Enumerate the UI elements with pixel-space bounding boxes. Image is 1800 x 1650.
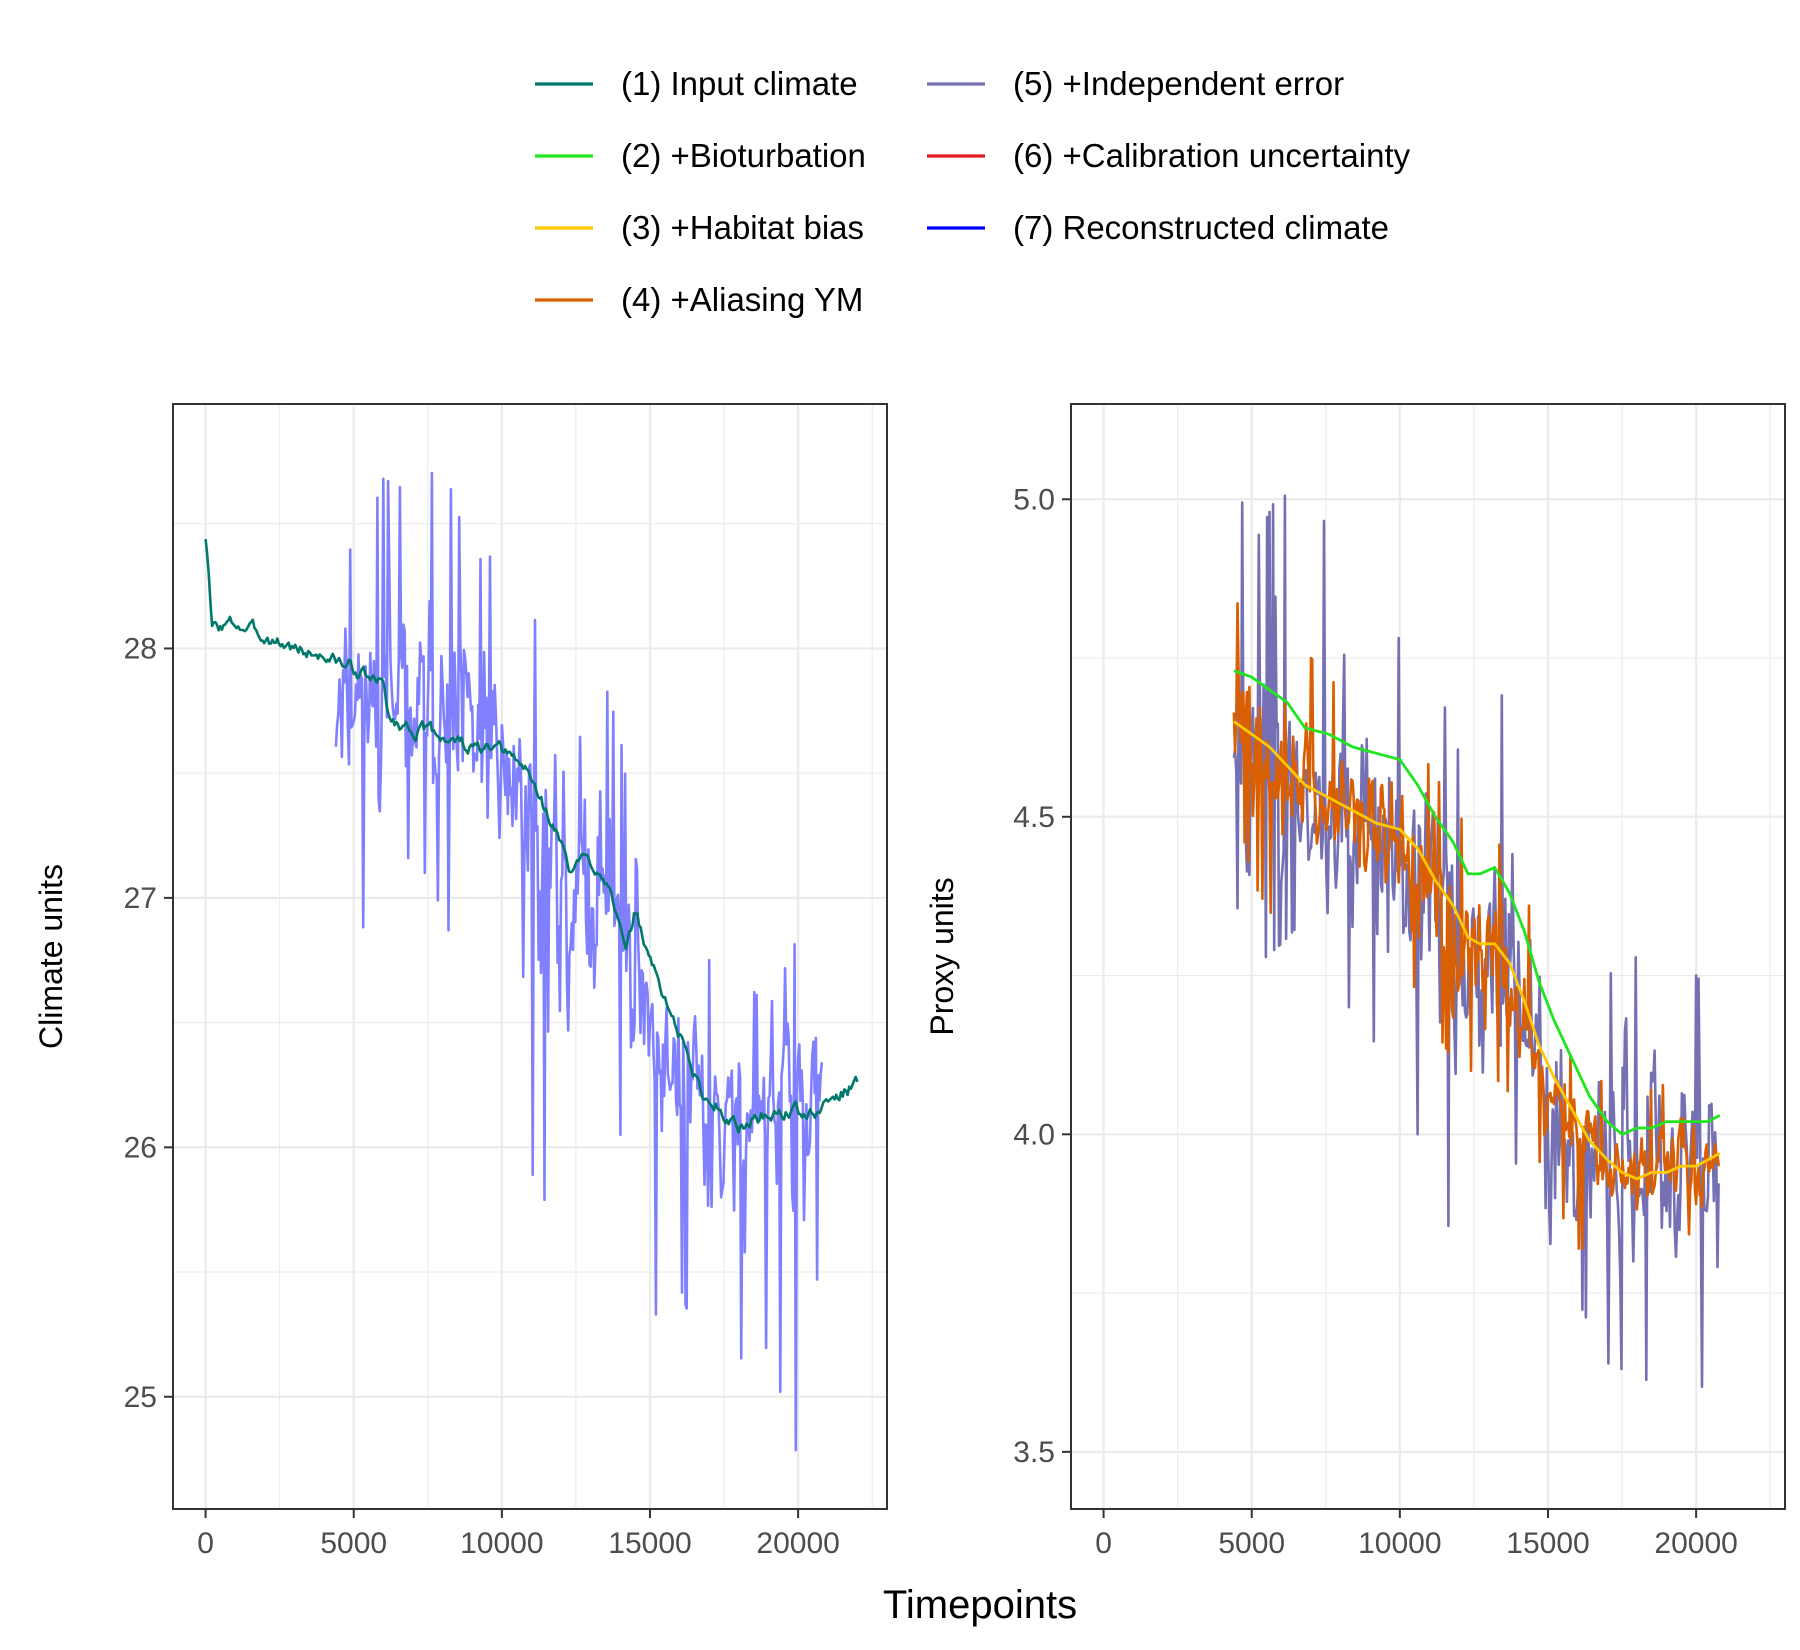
y-tick-label: 26 <box>124 1131 157 1164</box>
y-tick-label: 25 <box>124 1381 157 1414</box>
legend-label: (2) +Bioturbation <box>621 137 866 174</box>
x-tick-label: 5000 <box>320 1527 387 1560</box>
x-tick-label: 20000 <box>1654 1527 1737 1560</box>
proxy-panel: 0 5000 10000 15000 20000 3.5 4.0 4.5 5.0 Proxy u… <box>924 403 1786 1560</box>
series-line-4 <box>1233 720 1721 1181</box>
climate-y-axis-title: Climate units <box>33 864 69 1049</box>
proxy-y-axis-title: Proxy units <box>924 877 960 1035</box>
climate-panel-ticks: 0 5000 10000 15000 20000 25 26 27 28 <box>124 632 840 1560</box>
x-tick-label: 15000 <box>608 1527 691 1560</box>
legend: (1) Input climate (2) +Bioturbation (3) +H… <box>535 65 1411 318</box>
legend-label: (3) +Habitat bias <box>621 209 864 246</box>
legend-item: (7) Reconstructed climate <box>927 209 1389 246</box>
shared-x-axis-title: Timepoints <box>883 1583 1077 1627</box>
series-line-2 <box>1232 602 1721 1250</box>
climate-panel-series <box>204 471 859 1452</box>
x-tick-label: 15000 <box>1506 1527 1589 1560</box>
y-tick-label: 28 <box>124 632 157 665</box>
x-tick-label: 10000 <box>460 1527 543 1560</box>
proxy-panel-ticks: 0 5000 10000 15000 20000 3.5 4.0 4.5 5.0 <box>1013 483 1738 1560</box>
legend-item: (5) +Independent error <box>927 65 1344 102</box>
climate-panel: 0 5000 10000 15000 20000 25 26 27 28 Climate uni… <box>33 403 888 1560</box>
y-tick-label: 5.0 <box>1013 483 1055 516</box>
climate-panel-grid <box>173 404 887 1509</box>
x-tick-label: 10000 <box>1358 1527 1441 1560</box>
series-line-1 <box>334 471 824 1452</box>
y-tick-label: 4.5 <box>1013 801 1055 834</box>
legend-label: (4) +Aliasing YM <box>621 281 863 318</box>
legend-label: (1) Input climate <box>621 65 858 102</box>
x-tick-label: 5000 <box>1218 1527 1285 1560</box>
legend-item: (3) +Habitat bias <box>535 209 864 246</box>
series-line-3 <box>1233 669 1721 1136</box>
legend-item: (6) +Calibration uncertainty <box>927 137 1411 174</box>
legend-item: (4) +Aliasing YM <box>535 281 863 318</box>
x-tick-label: 0 <box>1095 1527 1112 1560</box>
proxy-panel-series <box>1232 494 1721 1389</box>
series-line-2 <box>204 538 859 1134</box>
y-tick-label: 4.0 <box>1013 1118 1055 1151</box>
y-tick-label: 27 <box>124 882 157 915</box>
legend-item: (1) Input climate <box>535 65 858 102</box>
legend-item: (2) +Bioturbation <box>535 137 866 174</box>
x-tick-label: 20000 <box>756 1527 839 1560</box>
legend-label: (7) Reconstructed climate <box>1013 209 1389 246</box>
x-tick-label: 0 <box>197 1527 214 1560</box>
y-tick-label: 3.5 <box>1013 1436 1055 1469</box>
legend-label: (5) +Independent error <box>1013 65 1344 102</box>
legend-label: (6) +Calibration uncertainty <box>1013 137 1411 174</box>
proxy-panel-border <box>1070 403 1786 1510</box>
proxy-panel-grid <box>1071 404 1785 1509</box>
climate-panel-border <box>172 403 888 1510</box>
proxy-panel-frame <box>1070 403 1786 1510</box>
